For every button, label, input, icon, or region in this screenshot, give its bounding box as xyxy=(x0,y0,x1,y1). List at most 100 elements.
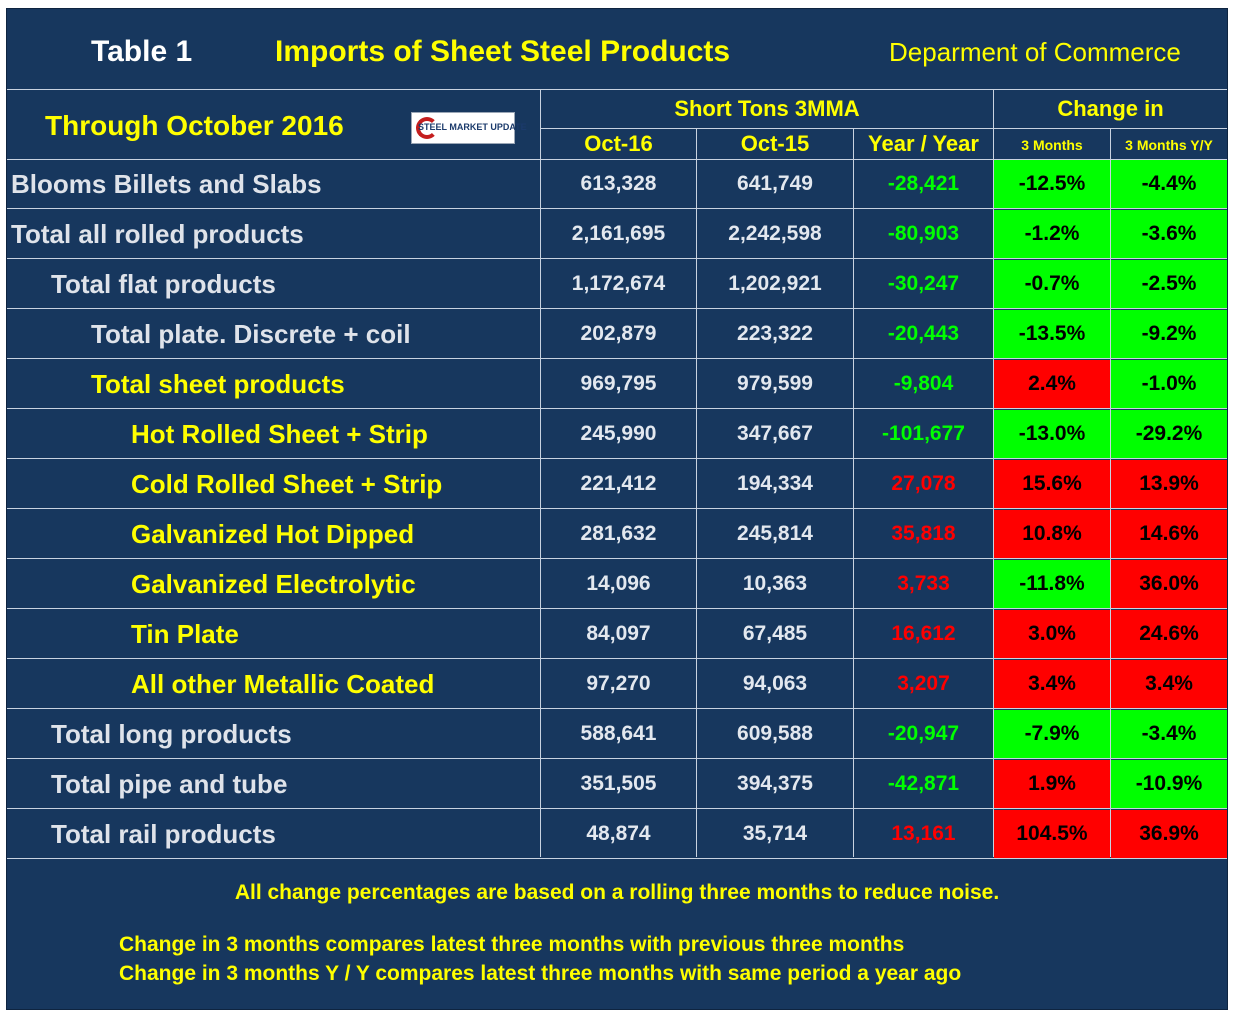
change-3-months-yy: 36.9% xyxy=(1111,810,1227,858)
divider xyxy=(853,128,854,857)
footnote-3-months: Change in 3 months compares latest three… xyxy=(119,933,905,956)
change-3-months-yy: 3.4% xyxy=(1111,660,1227,708)
value-oct15: 641,749 xyxy=(737,172,813,195)
change-3-months-yy: -1.0% xyxy=(1111,360,1227,408)
value-year-year: -20,443 xyxy=(887,322,960,345)
divider xyxy=(7,159,1227,160)
value-year-year: -42,871 xyxy=(887,772,960,795)
row-label: Blooms Billets and Slabs xyxy=(11,169,322,199)
row-divider xyxy=(7,358,1227,359)
row-divider xyxy=(7,558,1227,559)
value-oct15: 10,363 xyxy=(742,572,808,595)
table-row: Galvanized Hot Dipped 281,632 245,814 35,81… xyxy=(7,509,1227,559)
table-row: Total sheet products 969,795 979,599 -9,804… xyxy=(7,359,1227,409)
table-row: Total flat products 1,172,674 1,202,921 -30… xyxy=(7,259,1227,309)
value-oct15: 979,599 xyxy=(737,372,813,395)
row-divider xyxy=(7,858,1227,859)
data-source: Deparment of Commerce xyxy=(889,37,1181,67)
change-3-months-yy: -9.2% xyxy=(1111,310,1227,358)
change-3-months-yy: -29.2% xyxy=(1111,410,1227,458)
change-3-months: 1.9% xyxy=(994,760,1110,808)
footnote-3-months-yy: Change in 3 months Y / Y compares latest… xyxy=(119,962,962,985)
value-oct16: 281,632 xyxy=(580,522,657,545)
change-3-months: -12.5% xyxy=(994,160,1110,208)
row-label: Total sheet products xyxy=(91,369,345,399)
divider xyxy=(696,128,697,857)
row-label: Tin Plate xyxy=(131,619,239,649)
table-row: Total plate. Discrete + coil 202,879 223,3… xyxy=(7,309,1227,359)
value-year-year: -30,247 xyxy=(887,272,960,295)
change-3-months: -0.7% xyxy=(994,260,1110,308)
value-oct15: 347,667 xyxy=(737,422,813,445)
value-year-year: -101,677 xyxy=(882,422,965,445)
change-3-months: -11.8% xyxy=(994,560,1110,608)
value-oct15: 394,375 xyxy=(737,772,813,795)
row-label: Total all rolled products xyxy=(11,219,304,249)
logo-text: STEEL MARKET UPDATE xyxy=(418,122,527,132)
table-row: Total all rolled products 2,161,695 2,242,… xyxy=(7,209,1227,259)
change-3-months-yy: -4.4% xyxy=(1111,160,1227,208)
steel-market-update-logo: STEEL MARKET UPDATE xyxy=(411,112,527,144)
value-oct15: 2,242,598 xyxy=(728,222,822,245)
value-year-year: 27,078 xyxy=(891,472,956,495)
table-row: Blooms Billets and Slabs 613,328 641,749 -2… xyxy=(7,159,1227,209)
value-oct16: 245,990 xyxy=(580,422,657,445)
col-header-3-months-yy: 3 Months Y/Y xyxy=(1125,137,1213,153)
value-year-year: 13,161 xyxy=(891,822,956,845)
change-3-months: 104.5% xyxy=(994,810,1110,858)
value-oct16: 97,270 xyxy=(586,672,651,695)
value-oct15: 609,588 xyxy=(737,722,813,745)
value-oct15: 245,814 xyxy=(737,522,813,545)
row-divider xyxy=(7,408,1227,409)
row-divider xyxy=(7,308,1227,309)
value-oct16: 202,879 xyxy=(580,322,657,345)
value-year-year: 3,733 xyxy=(897,572,950,595)
col-header-oct15: Oct-15 xyxy=(740,131,810,156)
value-oct16: 2,161,695 xyxy=(571,222,666,245)
col-header-3-months: 3 Months xyxy=(1021,137,1083,153)
logo-ring-icon xyxy=(416,117,438,139)
change-3-months: -13.5% xyxy=(994,310,1110,358)
value-year-year: -20,947 xyxy=(887,722,960,745)
change-3-months: 3.4% xyxy=(994,660,1110,708)
col-header-oct16: Oct-16 xyxy=(584,131,653,156)
row-label: Total rail products xyxy=(51,819,276,849)
value-year-year: -80,903 xyxy=(887,222,960,245)
divider xyxy=(541,128,1227,129)
value-oct16: 48,874 xyxy=(586,822,651,845)
change-3-months: 2.4% xyxy=(994,360,1110,408)
value-oct15: 35,714 xyxy=(742,822,808,845)
table-row: Galvanized Electrolytic 14,096 10,363 3,733… xyxy=(7,559,1227,609)
row-label: Galvanized Electrolytic xyxy=(131,569,416,599)
table-row: Cold Rolled Sheet + Strip 221,412 194,334 2… xyxy=(7,459,1227,509)
table-row: Total rail products 48,874 35,714 13,161 104… xyxy=(7,809,1227,859)
value-oct15: 94,063 xyxy=(742,672,808,695)
row-divider xyxy=(7,458,1227,459)
row-label: Galvanized Hot Dipped xyxy=(131,519,415,549)
value-year-year: -9,804 xyxy=(893,372,954,395)
value-oct15: 1,202,921 xyxy=(728,272,822,295)
table-title: Imports of Sheet Steel Products xyxy=(275,35,731,68)
value-year-year: -28,421 xyxy=(887,172,960,195)
row-divider xyxy=(7,208,1227,209)
row-label: All other Metallic Coated xyxy=(131,669,435,699)
group-header-change: Change in xyxy=(1057,96,1164,121)
row-divider xyxy=(7,658,1227,659)
row-label: Total plate. Discrete + coil xyxy=(91,319,411,349)
value-oct15: 194,334 xyxy=(737,472,813,495)
divider xyxy=(7,89,1227,90)
row-label: Cold Rolled Sheet + Strip xyxy=(131,469,443,499)
change-3-months: 10.8% xyxy=(994,510,1110,558)
divider xyxy=(993,89,994,857)
value-oct16: 969,795 xyxy=(580,372,657,395)
row-label: Total pipe and tube xyxy=(51,769,288,799)
value-oct16: 588,641 xyxy=(580,722,657,745)
group-header-short-tons: Short Tons 3MMA xyxy=(674,96,860,121)
value-year-year: 35,818 xyxy=(891,522,956,545)
row-divider xyxy=(7,758,1227,759)
value-oct16: 14,096 xyxy=(586,572,651,595)
value-oct16: 221,412 xyxy=(580,472,657,495)
table-row: All other Metallic Coated 97,270 94,063 3,2… xyxy=(7,659,1227,709)
table-frame: Table 1 Imports of Sheet Steel Products … xyxy=(6,8,1228,1010)
change-3-months-yy: -10.9% xyxy=(1111,760,1227,808)
